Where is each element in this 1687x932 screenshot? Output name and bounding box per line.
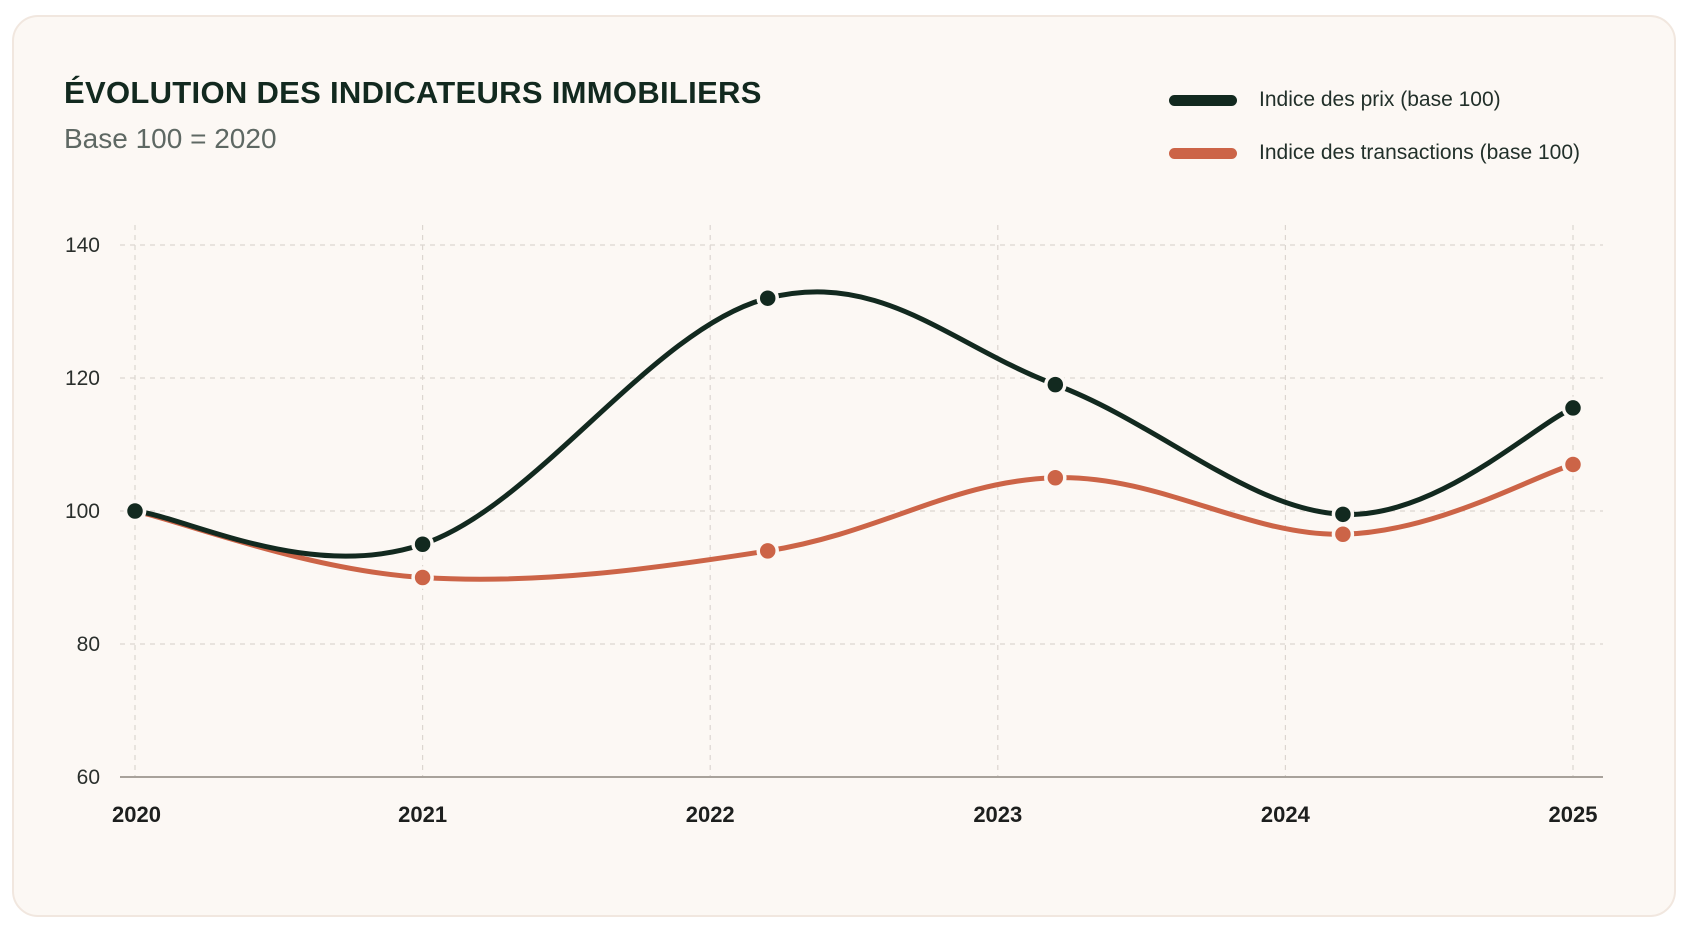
series-lines: [132, 289, 1576, 582]
y-tick-label: 120: [65, 367, 100, 390]
legend: Indice des prix (base 100) Indice des tr…: [1169, 87, 1580, 193]
series-line-1: [132, 461, 1576, 582]
axis-ticks: 60 80 100 120 140 2020 2021 2022 2023 2024 2025: [65, 234, 1598, 827]
data-point-1-4: [1331, 523, 1355, 546]
data-point-1-3: [1044, 466, 1067, 489]
legend-swatch-transactions: [1169, 147, 1237, 159]
chart-subtitle: Base 100 = 2020: [64, 123, 277, 154]
legend-item-prix: Indice des prix (base 100): [1169, 87, 1580, 113]
x-tick-label: 2020: [112, 802, 161, 827]
x-tick-label: 2024: [1261, 802, 1311, 827]
data-point-0-4: [1331, 503, 1355, 526]
x-tick-label: 2023: [973, 802, 1022, 827]
legend-label-transactions: Indice des transactions (base 100): [1259, 141, 1581, 164]
y-tick-label: 80: [77, 633, 100, 656]
series-points: [123, 286, 1585, 589]
data-point-0-5: [1561, 396, 1585, 420]
legend-swatch-prix: [1169, 94, 1237, 106]
legend-label-prix: Indice des prix (base 100): [1259, 88, 1501, 111]
chart-title: ÉVOLUTION DES INDICATEURS IMMOBILIERS: [64, 75, 762, 110]
data-point-0-3: [1044, 373, 1067, 396]
y-tick-label: 60: [77, 766, 100, 789]
x-tick-label: 2022: [686, 802, 735, 827]
data-point-1-5: [1561, 453, 1585, 476]
series-line-0: [132, 289, 1576, 559]
data-point-1-1: [411, 566, 434, 589]
data-point-0-0: [123, 499, 147, 523]
x-tick-label: 2021: [398, 802, 447, 827]
y-tick-label: 140: [65, 234, 100, 257]
chart-card: ÉVOLUTION DES INDICATEURS IMMOBILIERS Ba…: [12, 15, 1676, 917]
legend-item-transactions: Indice des transactions (base 100): [1169, 140, 1580, 166]
data-point-0-1: [411, 533, 434, 556]
x-tick-label: 2025: [1549, 802, 1598, 827]
grid: [120, 225, 1603, 778]
data-point-0-2: [756, 286, 779, 310]
data-point-1-2: [756, 539, 779, 563]
y-tick-label: 100: [65, 500, 100, 523]
